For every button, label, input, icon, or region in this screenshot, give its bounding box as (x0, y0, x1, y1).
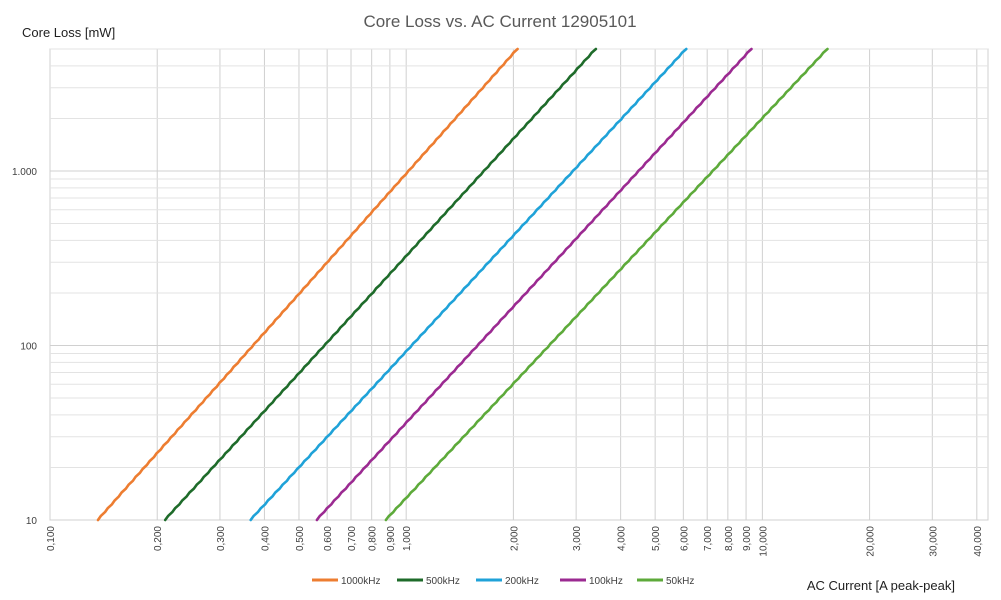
series-line-100kHz (315, 47, 753, 522)
chart-title: Core Loss vs. AC Current 12905101 (363, 12, 636, 31)
y-axis-title: Core Loss [mW] (22, 25, 115, 40)
x-axis-title: AC Current [A peak-peak] (807, 578, 955, 593)
legend-label: 500kHz (426, 576, 460, 587)
x-tick-label: 0,100 (46, 526, 57, 551)
y-tick-label: 10 (26, 516, 38, 527)
series-line-200kHz (249, 47, 688, 522)
x-tick-label: 0,500 (295, 526, 306, 551)
legend-label: 100kHz (589, 576, 623, 587)
legend-item-50kHz: 50kHz (637, 576, 694, 587)
x-tick-label: 30,000 (928, 526, 939, 557)
series-line-50kHz (384, 47, 829, 522)
x-tick-label: 0,700 (347, 526, 358, 551)
x-tick-label: 5,000 (651, 526, 662, 551)
x-tick-label: 2,000 (509, 526, 520, 551)
x-tick-label: 0,600 (323, 526, 334, 551)
x-tick-label: 40,000 (973, 526, 984, 557)
series-line-1000kHz (96, 47, 519, 522)
series-line-500kHz (163, 47, 598, 522)
x-tick-label: 4,000 (617, 526, 628, 551)
x-tick-label: 3,000 (572, 526, 583, 551)
x-tick-label: 0,200 (153, 526, 164, 551)
x-tick-label: 0,300 (216, 526, 227, 551)
legend-item-200kHz: 200kHz (476, 576, 539, 587)
x-tick-label: 0,800 (368, 526, 379, 551)
x-tick-label: 9,000 (742, 526, 753, 551)
y-tick-label: 1.000 (12, 167, 37, 178)
y-tick-label: 100 (20, 341, 37, 352)
legend: 1000kHz 500kHz 200kHz 100kHz 50kHz (312, 576, 694, 587)
x-tick-label: 10,000 (758, 526, 769, 557)
x-tick-label: 8,000 (724, 526, 735, 551)
x-tick-label: 20,000 (866, 526, 877, 557)
legend-item-100kHz: 100kHz (560, 576, 623, 587)
x-tick-label: 7,000 (703, 526, 714, 551)
x-tick-label: 1,000 (402, 526, 413, 551)
grid (49, 48, 989, 521)
legend-label: 50kHz (666, 576, 694, 587)
plot-border (49, 48, 989, 521)
x-tick-label: 6,000 (679, 526, 690, 551)
x-tick-label: 0,400 (260, 526, 271, 551)
y-tick-labels: 10 100 1.000 (12, 167, 37, 527)
legend-label: 1000kHz (341, 576, 380, 587)
series-lines (96, 47, 829, 522)
legend-item-500kHz: 500kHz (397, 576, 460, 587)
x-tick-labels: 0,100 0,200 0,300 0,400 0,500 0,600 0,700 0,800… (46, 526, 984, 557)
legend-label: 200kHz (505, 576, 539, 587)
x-tick-label: 0,900 (386, 526, 397, 551)
legend-item-1000kHz: 1000kHz (312, 576, 380, 587)
